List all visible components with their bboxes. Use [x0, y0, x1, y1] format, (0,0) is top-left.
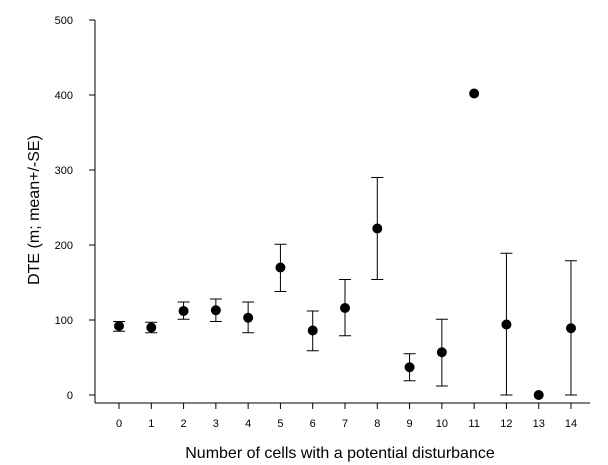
x-tick-label: 8: [374, 418, 380, 430]
y-tick-label: 400: [55, 90, 73, 102]
x-tick-label: 2: [181, 418, 187, 430]
x-tick-label: 6: [310, 418, 316, 430]
data-point: [404, 362, 415, 373]
x-tick-label: 10: [436, 418, 448, 430]
y-axis-title: DTE (m; mean+/-SE): [26, 135, 43, 285]
data-point: [372, 223, 383, 234]
y-tick-label: 500: [55, 15, 73, 27]
x-tick-label: 11: [468, 418, 479, 430]
x-tick-label: 13: [533, 418, 545, 430]
data-point: [275, 262, 286, 273]
x-tick-label: 9: [407, 418, 413, 430]
x-tick-label: 4: [245, 418, 251, 430]
data-point: [436, 347, 447, 358]
y-tick-label: 100: [55, 315, 73, 327]
x-tick-label: 5: [277, 418, 283, 430]
y-tick-label: 0: [67, 390, 73, 402]
x-axis-ticks: 0 1 2 3 4 5 6 7 8 9 10 11 12 13 14: [116, 403, 577, 430]
x-tick-label: 1: [148, 418, 154, 430]
data-point: [307, 325, 318, 336]
x-tick-label: 14: [565, 418, 577, 430]
data-point: [566, 323, 576, 334]
data-point: [114, 321, 124, 331]
data-point: [469, 88, 480, 99]
x-tick-label: 0: [116, 418, 122, 430]
x-axis-title: Number of cells with a potential disturb…: [185, 445, 495, 462]
x-tick-label: 3: [213, 418, 219, 430]
data-point: [146, 322, 157, 333]
data-point: [533, 390, 544, 400]
y-tick-label: 300: [55, 165, 73, 177]
data-point: [501, 319, 512, 330]
data-point: [243, 312, 254, 323]
data-point: [178, 306, 189, 316]
y-tick-label: 200: [55, 240, 73, 252]
x-tick-label: 7: [342, 418, 348, 430]
data-point: [340, 303, 350, 313]
x-tick-label: 12: [500, 418, 512, 430]
data-marks: [113, 88, 577, 400]
y-axis-ticks: 0 100 200 300 400 500: [55, 15, 95, 402]
data-point: [210, 305, 221, 316]
